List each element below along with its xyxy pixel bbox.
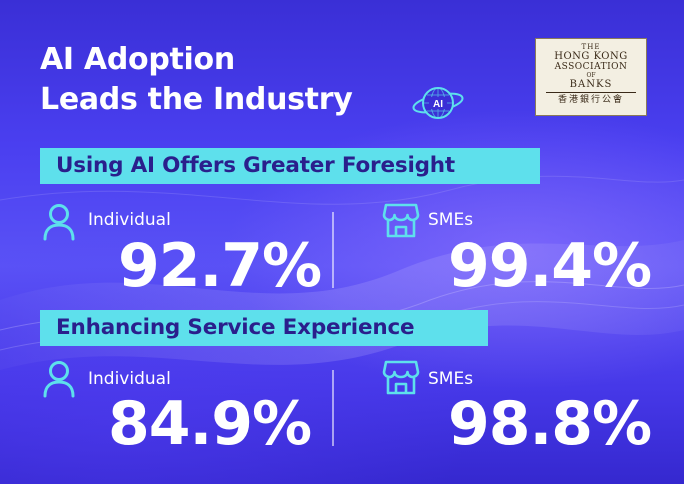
logo-line-6: 香港銀行公會 [557,95,624,105]
smes-label: SMEs [428,210,474,230]
person-icon [43,361,75,398]
individual-label: Individual [88,369,171,389]
person-icon [43,204,75,241]
individual-value: 84.9% [108,389,312,459]
logo-line-3: ASSOCIATION [554,62,628,72]
smes-label: SMEs [428,369,474,389]
storefront-icon [382,203,420,238]
section-heading-service: Enhancing Service Experience [40,310,488,346]
logo-line-2: HONG KONG [554,51,628,62]
logo-line-1: THE [581,43,601,51]
title-line-1: AI Adoption [40,42,235,77]
hkab-logo: THE HONG KONG ASSOCIATION OF BANKS 香港銀行公… [535,38,647,116]
individual-label: Individual [88,210,171,230]
column-divider [332,212,334,288]
section-heading-foresight: Using AI Offers Greater Foresight [40,148,540,184]
logo-line-4: OF [586,72,596,79]
column-divider [332,370,334,446]
smes-value: 99.4% [448,231,652,301]
logo-rule [546,92,636,93]
storefront-icon [382,360,420,395]
individual-value: 92.7% [118,231,322,301]
ai-icon-label: AI [433,99,443,110]
page-title: AI Adoption Leads the Industry [40,40,353,120]
ai-globe-icon: AI [412,87,464,119]
title-line-2: Leads the Industry [40,82,353,117]
smes-value: 98.8% [448,389,652,459]
logo-line-5: BANKS [569,79,613,90]
